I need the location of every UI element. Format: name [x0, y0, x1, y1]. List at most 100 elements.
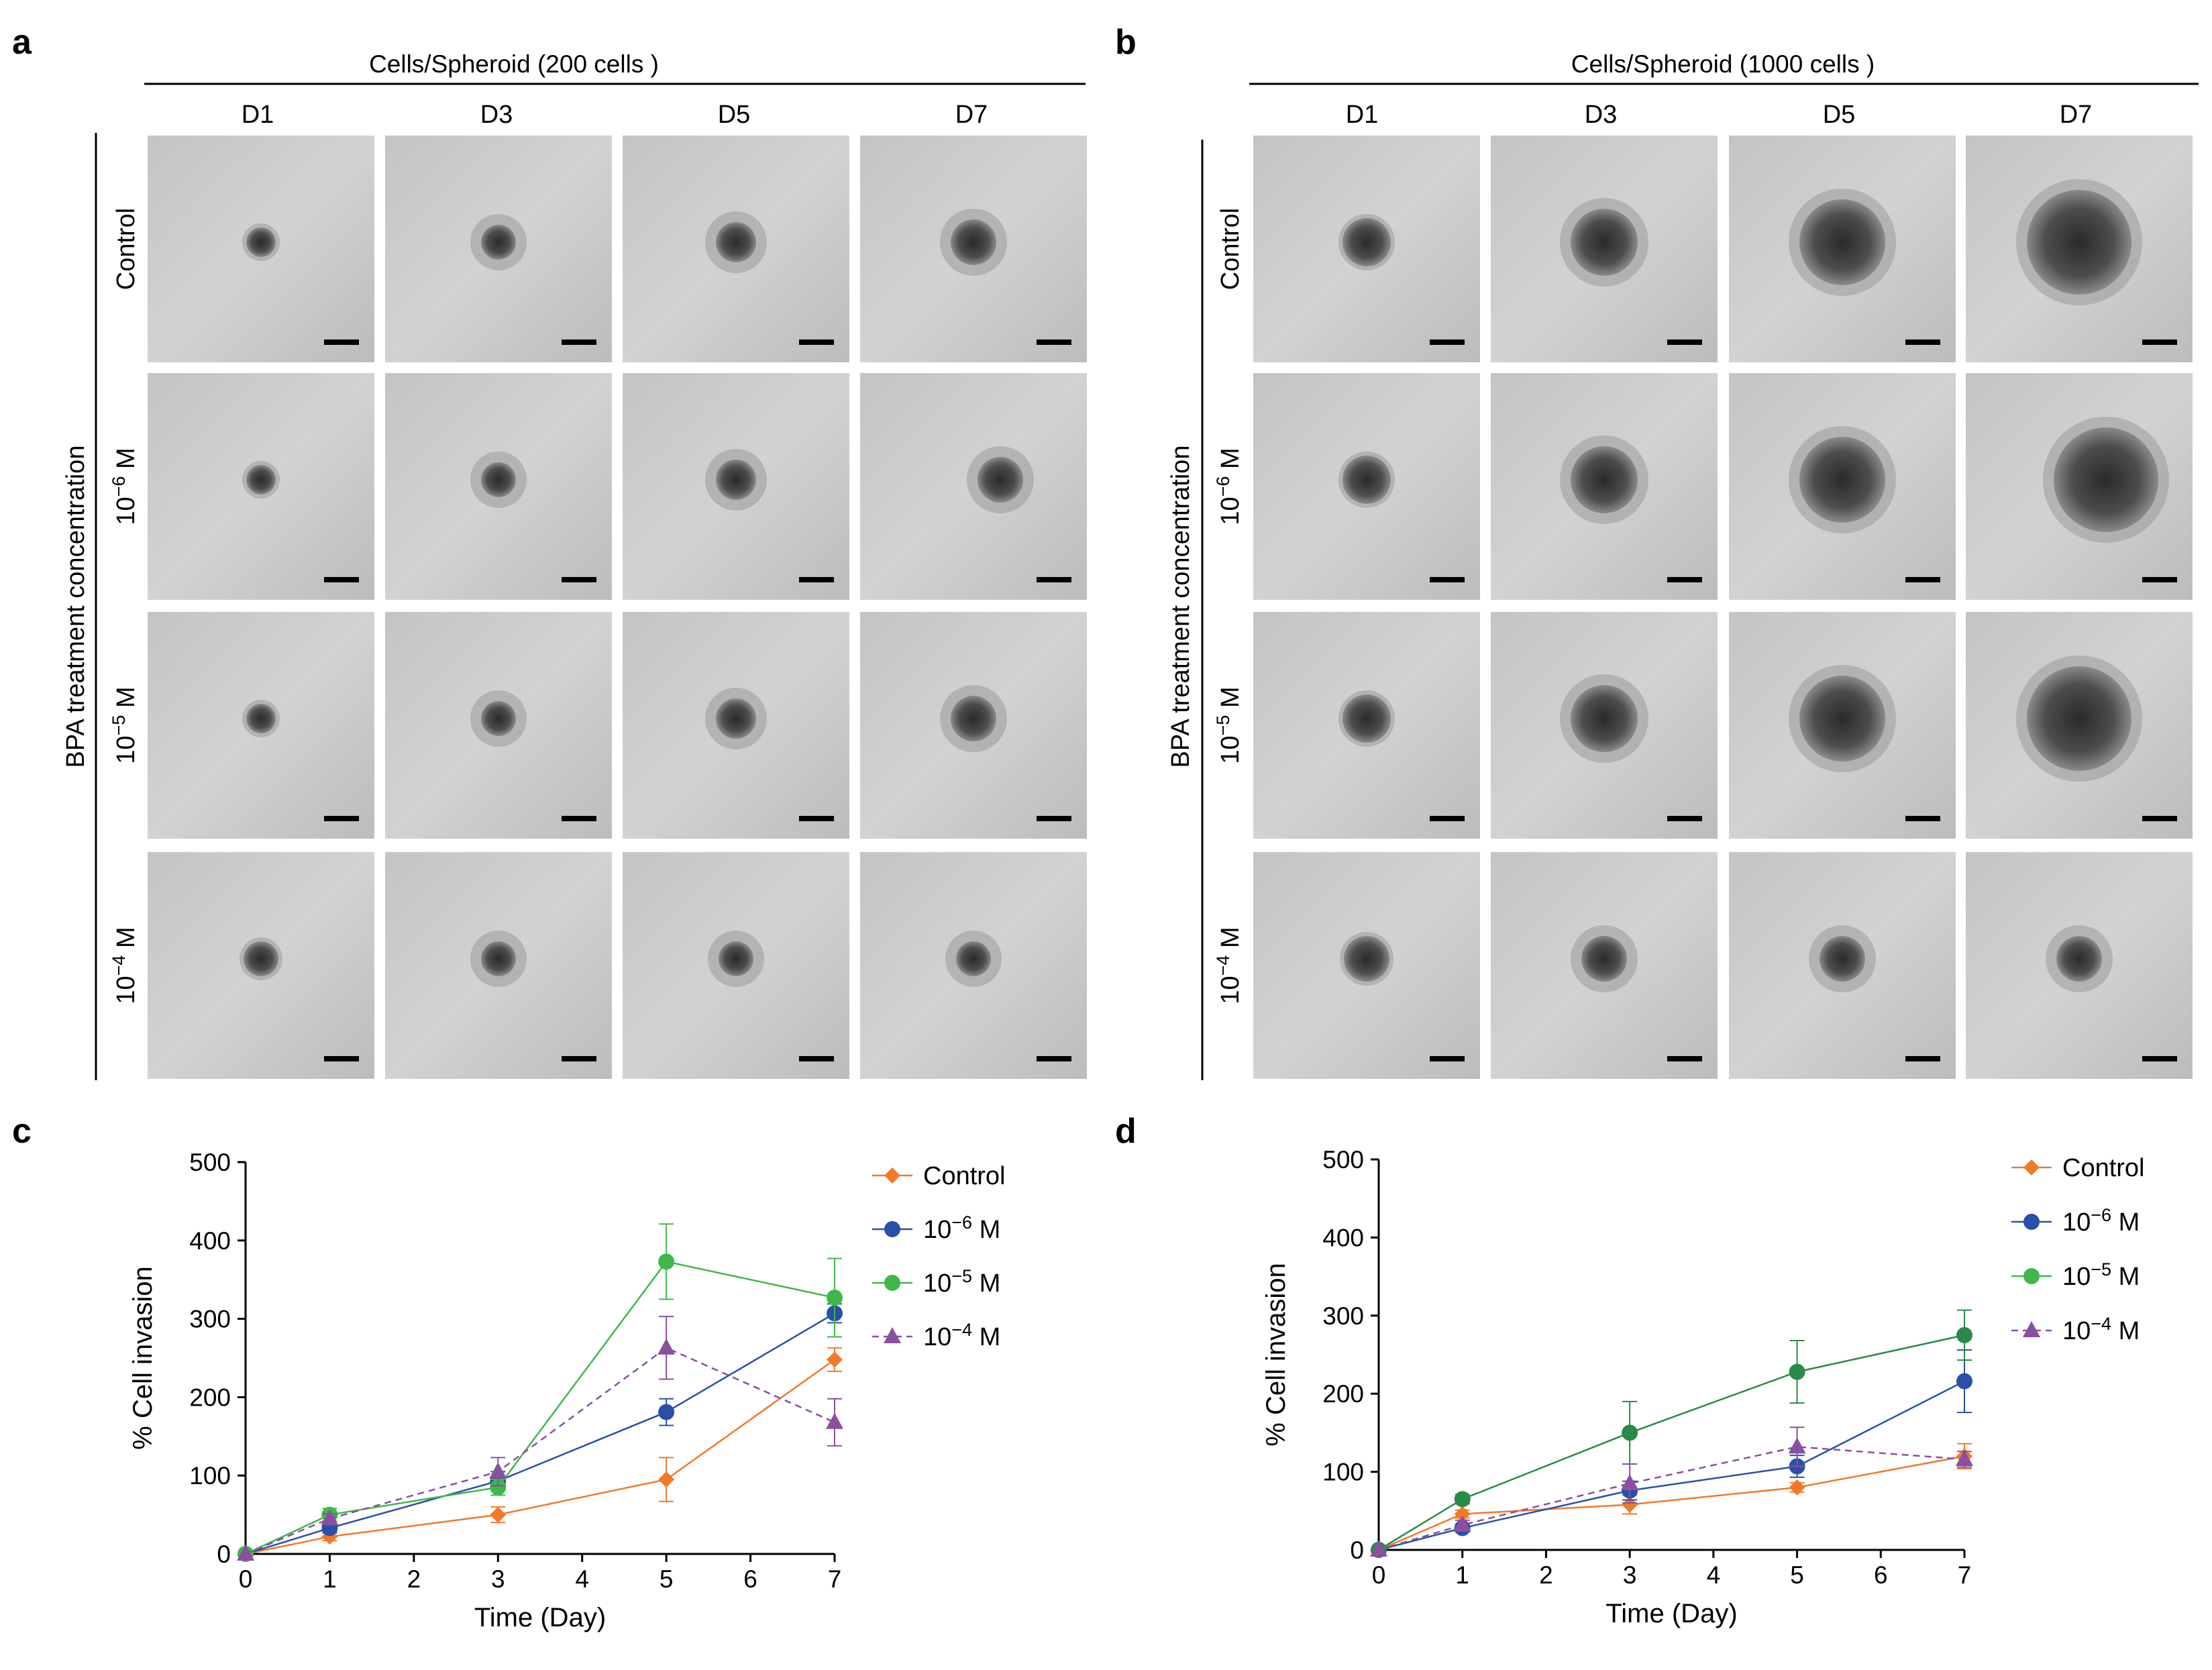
spheroid: [244, 941, 278, 976]
spheroid: [951, 219, 996, 265]
data-point: [237, 1545, 254, 1561]
data-point: [1956, 1373, 1972, 1390]
y-axis-label: % Cell invasion: [128, 1266, 158, 1449]
data-point: [1788, 1437, 1806, 1454]
x-tick-label: 6: [1874, 1561, 1888, 1589]
panel-a-header: Cells/Spheroid (200 cells ): [369, 50, 659, 78]
scale-bar: [1037, 340, 1071, 345]
spheroid: [1342, 218, 1391, 266]
spheroid: [1571, 209, 1638, 276]
x-tick-label: 2: [407, 1565, 421, 1593]
scale-bar: [799, 816, 834, 821]
legend-label: Control: [2062, 1154, 2145, 1182]
spheroid: [481, 225, 516, 260]
spheroid: [716, 698, 756, 739]
x-tick-label: 3: [1623, 1561, 1637, 1589]
data-point: [321, 1509, 339, 1526]
row-label: 10−4 M: [1213, 927, 1245, 1004]
series-m5_dark: [1371, 1309, 1972, 1558]
scale-bar: [562, 577, 596, 582]
legend-label: 10−4 M: [923, 1320, 1000, 1351]
data-point: [1789, 1479, 1805, 1496]
scale-bar: [324, 577, 359, 582]
data-point: [490, 1506, 507, 1523]
spheroid: [1342, 694, 1391, 743]
spheroid: [1571, 446, 1638, 513]
panel-b-col-d7: D7: [2060, 101, 2093, 129]
series-line: [1378, 1446, 1965, 1551]
microscopy-image: [385, 852, 612, 1079]
y-tick-label: 100: [189, 1462, 231, 1490]
data-point: [490, 1479, 507, 1496]
microscopy-image: [1966, 136, 2193, 362]
y-tick-label: 200: [189, 1384, 231, 1411]
legend-entry: 10−6 M: [2011, 1205, 2140, 1237]
y-tick-label: 200: [1322, 1380, 1364, 1408]
microscopy-image: [1966, 373, 2193, 600]
spheroid: [246, 704, 276, 733]
y-tick-label: 0: [217, 1541, 231, 1568]
data-point: [658, 1253, 675, 1270]
data-point: [2023, 1268, 2040, 1284]
scale-bar: [1905, 816, 1940, 821]
spheroid: [1820, 936, 1865, 982]
scale-bar: [1905, 1056, 1940, 1061]
microscopy-image: [148, 612, 374, 839]
spheroid: [1344, 936, 1389, 982]
scale-bar: [1905, 340, 1940, 345]
data-point: [884, 1275, 900, 1291]
microscopy-image: [1729, 612, 1956, 839]
data-point: [1621, 1474, 1639, 1491]
microscopy-image: [1253, 136, 1480, 362]
spheroid: [1799, 437, 1885, 523]
microscopy-image: [623, 852, 849, 1079]
panel-a-col-d3: D3: [480, 101, 513, 129]
microscopy-image: [1729, 852, 1956, 1079]
legend-entry: 10−4 M: [872, 1320, 1000, 1351]
spheroid: [716, 460, 756, 500]
y-tick-label: 400: [1322, 1224, 1364, 1251]
row-label: 10−6 M: [1213, 448, 1245, 525]
microscopy-image: [1966, 612, 2193, 839]
series-m5: [238, 1223, 843, 1562]
microscopy-image: [860, 136, 1087, 362]
x-tick-label: 2: [1539, 1561, 1553, 1589]
legend-entry: Control: [872, 1162, 1006, 1190]
microscopy-image: [1253, 852, 1480, 1079]
microscopy-image: [385, 373, 612, 600]
legend-label: Control: [923, 1162, 1006, 1190]
data-point: [826, 1412, 843, 1429]
spheroid: [1342, 456, 1391, 504]
microscopy-image: [385, 136, 612, 362]
panel-a-side-label: BPA treatment concentration: [62, 446, 90, 768]
x-tick-label: 0: [1372, 1561, 1386, 1589]
scale-bar: [1667, 577, 1702, 582]
chart-c: 0 1 2 3 4 5 6 7 0 100 200 300 400 500 Time (Day) % Cell…: [128, 1149, 1006, 1632]
scale-bar: [1905, 577, 1940, 582]
microscopy-image: [1253, 612, 1480, 839]
data-point: [489, 1462, 507, 1479]
panel-a-col-d7: D7: [955, 101, 988, 129]
data-point: [1622, 1424, 1638, 1441]
microscopy-image: [860, 373, 1087, 600]
y-tick-label: 300: [189, 1306, 231, 1333]
x-axis-label: Time (Day): [474, 1603, 606, 1632]
microscopy-image: [1491, 373, 1718, 600]
panel-label-a: a: [12, 23, 32, 62]
spheroid: [246, 465, 276, 494]
spheroid: [481, 462, 516, 497]
panel-b-col-d3: D3: [1585, 101, 1618, 129]
legend: Control 10−6 M 10−5 M 10−4 M: [872, 1162, 1006, 1351]
legend: Control 10−6 M 10−5 M 10−4 M: [2011, 1154, 2145, 1345]
data-point: [2023, 1214, 2040, 1230]
spheroid: [719, 941, 753, 976]
panel-label-b: b: [1115, 23, 1137, 62]
microscopy-image: [1491, 852, 1718, 1079]
data-point: [884, 1327, 901, 1343]
data-point: [657, 1338, 676, 1355]
data-point: [884, 1221, 900, 1237]
panel-b-image-grid: Cells/Spheroid (1000 cells ) D1 D3 D5 D7…: [1167, 50, 2199, 1080]
scale-bar: [799, 1056, 834, 1061]
legend-entry: Control: [2011, 1154, 2145, 1182]
x-tick-label: 0: [239, 1565, 253, 1593]
